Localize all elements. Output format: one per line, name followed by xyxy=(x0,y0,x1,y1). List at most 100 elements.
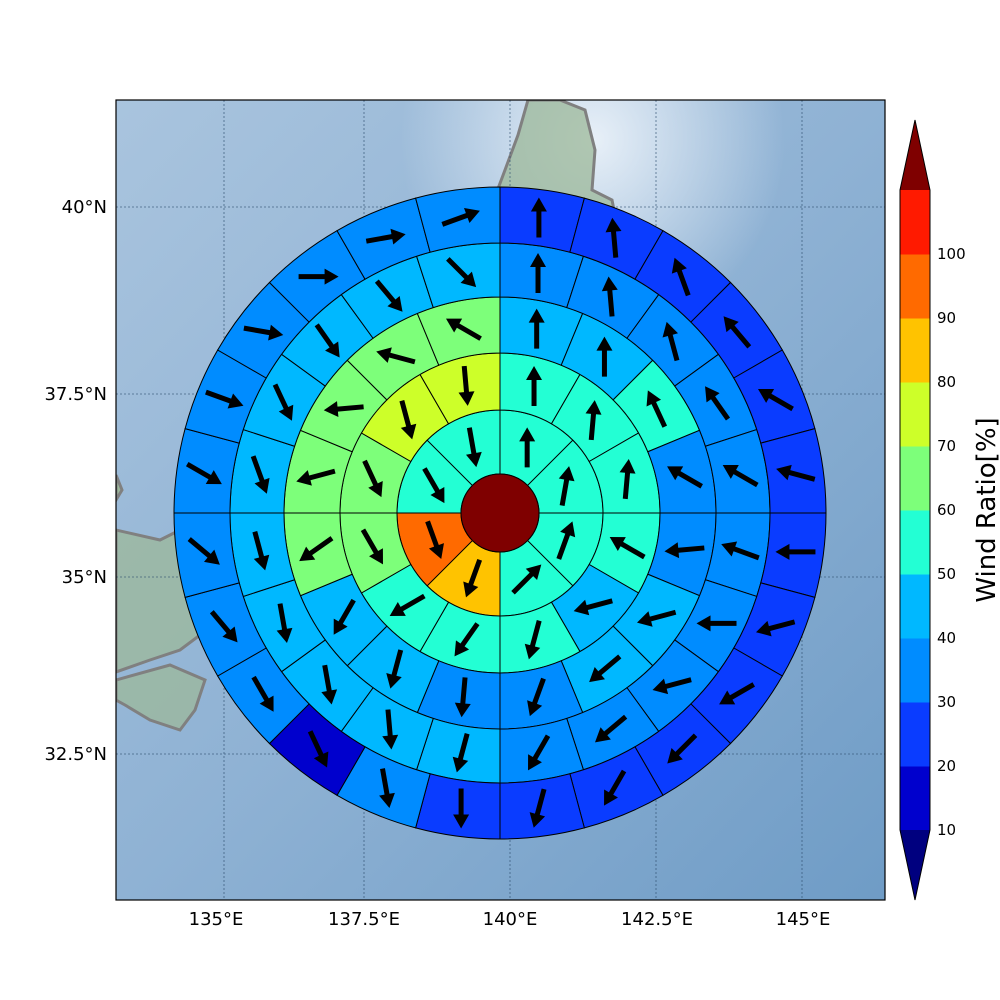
colorbar-bin-2 xyxy=(900,702,930,767)
wind-arrow-ring-5-sector-13 xyxy=(453,788,470,829)
wind-arrow-ring-1-sector-6 xyxy=(425,520,444,559)
wind-arrow-ring-3-sector-3 xyxy=(646,390,668,428)
wind-arrow-ring-5-sector-7 xyxy=(775,543,816,560)
ring-5-sector-6 xyxy=(760,428,827,514)
wind-arrow-ring-4-sector-2 xyxy=(601,276,618,317)
wind-arrow-ring-5-sector-19 xyxy=(185,461,222,485)
wind-arrow-ring-3-sector-6 xyxy=(636,609,677,627)
wind-arrow-ring-5-sector-11 xyxy=(604,769,627,806)
wind-arrow-ring-5-sector-2 xyxy=(605,217,622,258)
colorbar-tick-10: 10 xyxy=(937,821,956,839)
colorbar-bin-3 xyxy=(900,638,930,703)
wind-arrow-ring-1-sector-7 xyxy=(422,467,445,504)
wind-arrow-ring-5-sector-16 xyxy=(251,675,274,712)
wind-arrow-ring-5-sector-4 xyxy=(723,316,752,349)
colorbar-bin-7 xyxy=(900,382,930,447)
colorbar-tick-40: 40 xyxy=(937,629,956,647)
ring-5-sector-13 xyxy=(415,773,501,840)
colorbar-tick-90: 90 xyxy=(937,309,956,327)
colorbar-tick-80: 80 xyxy=(937,373,956,391)
y-axis-labels: 40°N 37.5°N 35°N 32.5°N xyxy=(44,197,107,765)
wind-arrow-ring-3-sector-13 xyxy=(296,468,336,486)
colorbar-tick-100: 100 xyxy=(937,245,966,263)
wind-arrow-ring-4-sector-5 xyxy=(722,464,759,488)
wind-arrow-ring-4-sector-20 xyxy=(446,257,477,288)
wind-arrow-ring-5-sector-21 xyxy=(243,324,284,341)
wind-arrow-ring-5-sector-1 xyxy=(530,197,547,238)
wind-arrow-ring-2-sector-6 xyxy=(524,620,542,660)
x-tick-145e: 145°E xyxy=(776,909,831,930)
wind-arrow-ring-5-sector-8 xyxy=(755,619,796,637)
wind-arrow-ring-2-sector-11 xyxy=(399,400,417,440)
wind-arrow-ring-5-sector-6 xyxy=(776,464,816,482)
shikoku-land xyxy=(116,663,207,732)
wind-arrow-ring-3-sector-16 xyxy=(446,318,482,341)
colorbar-bin-10 xyxy=(900,190,930,255)
wind-arrow-ring-5-sector-18 xyxy=(187,537,220,565)
wind-arrow-ring-1-sector-3 xyxy=(556,521,576,560)
wind-arrow-ring-4-sector-1 xyxy=(530,252,547,293)
wind-arrow-ring-1-sector-8 xyxy=(465,427,482,468)
colorbar: 10 20 30 40 50 60 70 80 90 100 xyxy=(899,119,966,901)
wind-arrow-ring-5-sector-9 xyxy=(719,682,755,705)
wind-arrow-ring-4-sector-9 xyxy=(594,714,628,743)
colorbar-tick-70: 70 xyxy=(937,437,956,455)
x-tick-140e: 140°E xyxy=(483,909,538,930)
ring-5-sector-19 xyxy=(173,428,240,514)
wind-arrow-ring-5-sector-15 xyxy=(307,730,329,768)
map-border xyxy=(115,99,886,901)
wind-arrow-ring-4-sector-8 xyxy=(652,677,692,695)
x-tick-135e: 135°E xyxy=(189,909,244,930)
wind-arrow-ring-3-sector-9 xyxy=(454,677,471,718)
wind-arrow-ring-4-sector-12 xyxy=(382,709,399,750)
colorbar-over-arrow xyxy=(900,120,930,190)
wind-arrow-ring-4-sector-17 xyxy=(272,383,294,421)
x-tick-142-5e: 142.5°E xyxy=(621,909,693,930)
wind-arrow-ring-4-sector-11 xyxy=(452,733,470,773)
colorbar-tick-20: 20 xyxy=(937,757,956,775)
wind-arrow-ring-3-sector-11 xyxy=(333,598,356,635)
wind-arrow-ring-5-sector-12 xyxy=(529,788,547,828)
y-tick-32-5n: 32.5°N xyxy=(44,744,107,765)
wind-arrow-ring-3-sector-7 xyxy=(589,654,622,683)
center-disk xyxy=(460,473,540,553)
wind-arrow-ring-5-sector-24 xyxy=(441,207,480,227)
wind-arrow-ring-5-sector-17 xyxy=(209,610,238,643)
wind-arrow-ring-5-sector-5 xyxy=(757,388,794,412)
colorbar-bin-9 xyxy=(900,254,930,319)
wind-arrow-ring-4-sector-13 xyxy=(321,664,338,705)
wind-arrow-ring-3-sector-14 xyxy=(323,401,364,418)
wind-arrow-ring-4-sector-4 xyxy=(705,386,731,421)
wind-arrow-ring-2-sector-7 xyxy=(454,622,480,657)
wind-arrow-ring-3-sector-12 xyxy=(299,536,334,562)
island-west xyxy=(116,474,124,503)
wind-arrow-ring-2-sector-10 xyxy=(362,459,383,498)
wind-arrow-ring-4-sector-15 xyxy=(252,531,270,571)
y-tick-37-5n: 37.5°N xyxy=(44,384,107,405)
wind-arrow-ring-1-sector-5 xyxy=(463,558,483,598)
wind-arrow-ring-3-sector-4 xyxy=(667,466,703,489)
wind-arrow-ring-4-sector-14 xyxy=(276,603,293,644)
wind-arrow-ring-1-sector-2 xyxy=(558,466,575,506)
colorbar-tick-30: 30 xyxy=(937,693,956,711)
colorbar-tick-50: 50 xyxy=(937,565,956,583)
ring-5-sector-1 xyxy=(499,186,585,253)
ring-5-sector-7 xyxy=(760,512,827,598)
wind-arrow-ring-1-sector-1 xyxy=(519,427,536,468)
wind-arrow-ring-4-sector-19 xyxy=(374,279,403,312)
colorbar-tick-60: 60 xyxy=(937,501,956,519)
ring-5-sector-12 xyxy=(499,773,585,840)
wind-arrow-ring-5-sector-14 xyxy=(379,768,395,809)
colorbar-title: Wind Ratio[%] xyxy=(972,417,1000,602)
wind-arrow-ring-4-sector-7 xyxy=(696,615,737,632)
x-axis-labels: 135°E 137.5°E 140°E 142.5°E 145°E xyxy=(189,909,831,930)
wind-arrow-ring-5-sector-23 xyxy=(365,228,406,245)
x-tick-137-5e: 137.5°E xyxy=(328,909,400,930)
wind-arrow-ring-3-sector-10 xyxy=(386,649,404,689)
wind-direction-arrows xyxy=(185,197,816,829)
wind-arrow-ring-2-sector-5 xyxy=(573,598,613,616)
wind-arrow-ring-2-sector-1 xyxy=(526,365,543,406)
wind-arrow-ring-3-sector-5 xyxy=(664,542,705,559)
wind-arrow-ring-2-sector-9 xyxy=(360,528,383,565)
colorbar-bin-5 xyxy=(900,510,930,575)
